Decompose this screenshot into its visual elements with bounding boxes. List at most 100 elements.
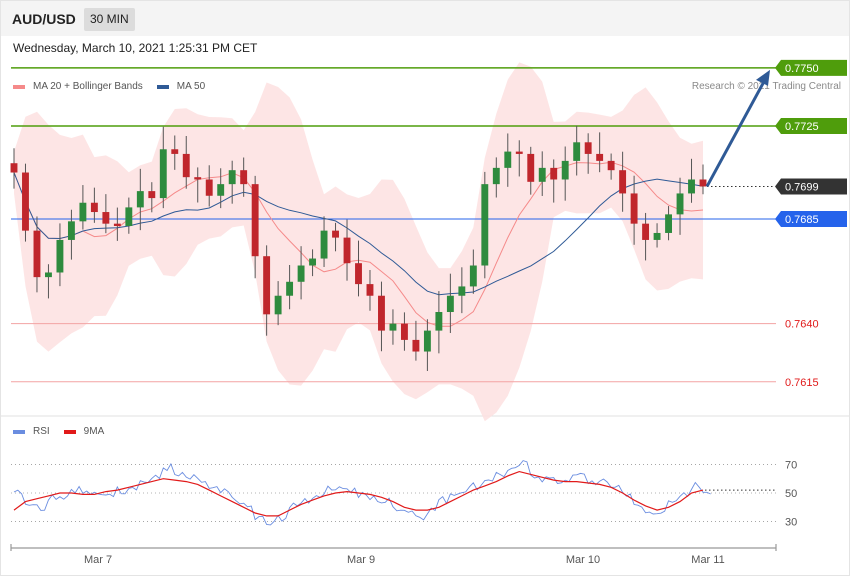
chart-header: AUD/USD 30 MIN [1,1,849,36]
time-axis: Mar 7 Mar 9 Mar 10 Mar 11 [10,544,777,566]
candle-body [136,191,144,208]
rsi-ma-swatch [63,429,76,434]
rsi-legend: RSI 9MA [13,426,118,437]
target-arrow [705,69,770,188]
timeframe-badge[interactable]: 30 MIN [84,8,135,31]
candle-body [240,170,248,185]
ma50-legend-label: MA 50 [176,81,206,92]
candle-body [297,265,305,282]
candle-body [286,281,294,296]
candle-body [22,172,29,231]
candle-body [263,256,271,315]
price-legend: MA 20 + Bollinger Bands MA 50 [13,81,219,92]
rsi-ma-line [13,470,704,517]
candle-body [435,312,443,331]
target-arrow-line [705,77,768,188]
candle-body [182,153,190,178]
rsi-legend-label: RSI [33,426,50,437]
candle-body [228,170,236,185]
candle-body [90,202,98,213]
candle-body [630,193,638,224]
candle-body [446,295,454,313]
rsi-tick-50: 50 [785,488,797,500]
candle-body [159,149,167,199]
candle-body [400,323,408,340]
candle-body [538,167,546,182]
rsi-tick-70: 70 [785,459,797,471]
candle-body [102,212,110,224]
candle-body [676,193,684,215]
time-tick-label: Mar 10 [566,554,600,566]
level-label-0.7615: 0.7615 [785,377,819,389]
candle-body [607,160,615,171]
candle-body [561,160,569,180]
candle-body [596,153,604,161]
candle-body [251,184,259,257]
candle-body [584,142,592,154]
level-label-0.7640: 0.7640 [785,319,819,331]
level-tag-0.7725 [775,118,847,135]
support-resistance-levels: 0.7750 0.7725 0.7699 0.7685 0.7640 0.7615 [11,59,847,389]
research-credit: Research © 2021 Trading Central [691,81,841,92]
target-arrow-head [756,69,770,86]
candle-body [67,221,75,240]
level-label-0.7725: 0.7725 [785,121,819,133]
candle-body [619,170,627,194]
ma20-legend-label: MA 20 + Bollinger Bands [33,81,143,92]
candle-body [688,179,695,194]
candle-body [504,151,512,168]
candle-body [423,330,431,352]
candle-body [194,177,202,180]
candle-body [412,339,420,352]
rsi-ma-legend-label: 9MA [83,426,105,437]
time-tick-label: Mar 9 [347,554,375,566]
ma20-swatch [13,84,25,89]
candle-body [378,295,385,331]
time-tick-label: Mar 11 [691,554,724,566]
candle-body [274,295,282,315]
candle-body [45,272,52,278]
rsi-pane: 30 50 70 [11,459,797,529]
timestamp: Wednesday, March 10, 2021 1:25:31 PM CET [13,41,258,55]
candle-body [469,265,477,287]
candle-body [527,153,535,182]
level-label-0.7750: 0.7750 [785,63,819,75]
candle-body [171,149,179,154]
candle-body [458,286,466,296]
candle-body [148,191,156,199]
candle-body [642,223,650,240]
rsi-tick-30: 30 [785,517,797,529]
candle-body [355,263,362,285]
candle-body [653,232,661,240]
level-label-0.7699: 0.7699 [785,181,819,193]
candle-body [217,184,225,196]
candle-body [515,151,523,154]
candle-body [113,223,121,226]
candle-body [665,214,672,233]
ma50-swatch [156,84,169,89]
candle-body [125,207,133,226]
symbol-title: AUD/USD [12,11,76,27]
rsi-line [13,460,711,526]
candle-body [79,202,87,222]
candle-body [33,230,41,278]
candle-body [343,237,351,264]
candle-body [481,184,489,266]
level-tag-0.7685 [775,211,847,228]
candlesticks [10,125,707,371]
candle-body [492,167,500,185]
candle-body [309,258,317,266]
candle-body [320,230,328,259]
candle-body [366,284,374,296]
candle-body [389,323,397,331]
candle-body [550,167,558,180]
candle-body [573,142,581,161]
candle-body [56,239,64,273]
candle-body [205,179,213,196]
candle-body [699,179,707,187]
rsi-swatch [13,429,25,434]
candle-body [10,163,18,173]
level-tag-0.7699 [775,178,847,195]
candle-body [332,230,339,238]
